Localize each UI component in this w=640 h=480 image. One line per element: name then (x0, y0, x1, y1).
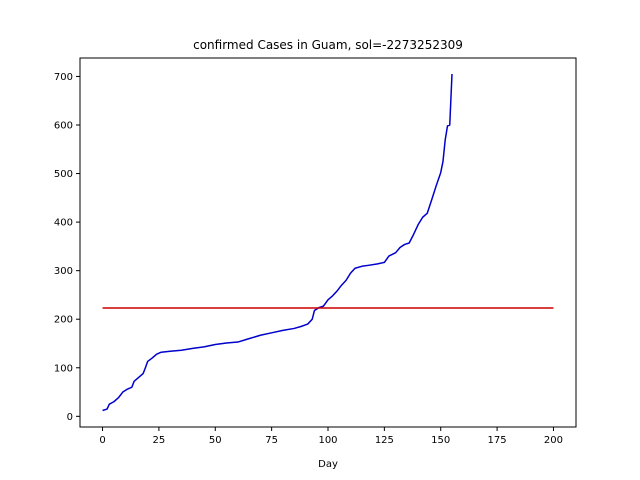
x-tick-label: 125 (375, 435, 394, 446)
y-tick-label: 0 (67, 412, 73, 423)
y-tick-label: 400 (54, 218, 73, 229)
x-tick-label: 50 (209, 435, 222, 446)
x-tick-label: 100 (318, 435, 337, 446)
series-group (102, 73, 554, 412)
x-axis-label: Day (318, 459, 338, 470)
x-tick-label: 0 (99, 435, 105, 446)
x-axis-ticks: 0 25 50 75 100 125 150 175 200 (99, 427, 563, 446)
y-tick-label: 100 (54, 363, 73, 374)
x-tick-label: 200 (544, 435, 563, 446)
y-axis-ticks: 0 100 200 300 400 500 600 700 (54, 72, 80, 423)
y-tick-label: 300 (54, 266, 73, 277)
x-tick-label: 150 (431, 435, 450, 446)
y-tick-label: 200 (54, 315, 73, 326)
y-tick-label: 700 (54, 72, 73, 83)
x-tick-label: 175 (488, 435, 507, 446)
x-tick-label: 75 (265, 435, 278, 446)
chart-title: confirmed Cases in Guam, sol=-2273252309 (193, 38, 463, 52)
x-tick-label: 25 (153, 435, 166, 446)
y-tick-label: 500 (54, 169, 73, 180)
y-tick-label: 600 (54, 121, 73, 132)
axes-frame (79, 57, 577, 428)
confirmed-cases-line (102, 73, 453, 412)
